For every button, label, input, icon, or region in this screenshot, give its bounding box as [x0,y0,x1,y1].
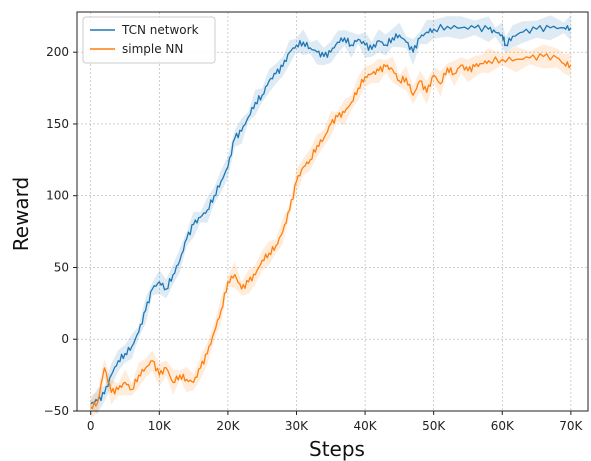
legend-label-simple-nn: simple NN [122,42,183,56]
y-axis-ticks: −50 0 50 100 150 200 [44,45,77,418]
legend-box [82,16,216,64]
y-tick-label: 150 [46,117,69,131]
x-tick-label: 40K [354,419,378,433]
x-axis-ticks: 0 10K 20K 30K 40K 50K 60K 70K [87,411,584,433]
legend-label-tcn: TCN network [121,23,199,37]
x-tick-label: 70K [559,419,583,433]
y-tick-label: −50 [44,404,69,418]
y-tick-label: 200 [46,45,69,59]
x-tick-label: 20K [216,419,240,433]
series-line-simple-nn [90,53,572,410]
plot-frame [76,11,589,412]
x-axis-title: Steps [309,437,365,461]
x-tick-label: 0 [87,419,95,433]
series-band-simple-nn [90,44,571,419]
x-tick-label: 30K [285,419,309,433]
x-tick-label: 10K [148,419,172,433]
series-bands [90,14,571,419]
series-line-tcn-network [90,23,572,405]
y-tick-label: 50 [54,260,69,274]
x-tick-label: 60K [491,419,515,433]
legend: TCN network simple NN [82,16,216,64]
y-tick-label: 0 [61,332,69,346]
y-axis-title: Reward [9,177,33,251]
series-lines [90,23,572,410]
x-tick-label: 50K [422,419,446,433]
y-tick-label: 100 [46,189,69,203]
